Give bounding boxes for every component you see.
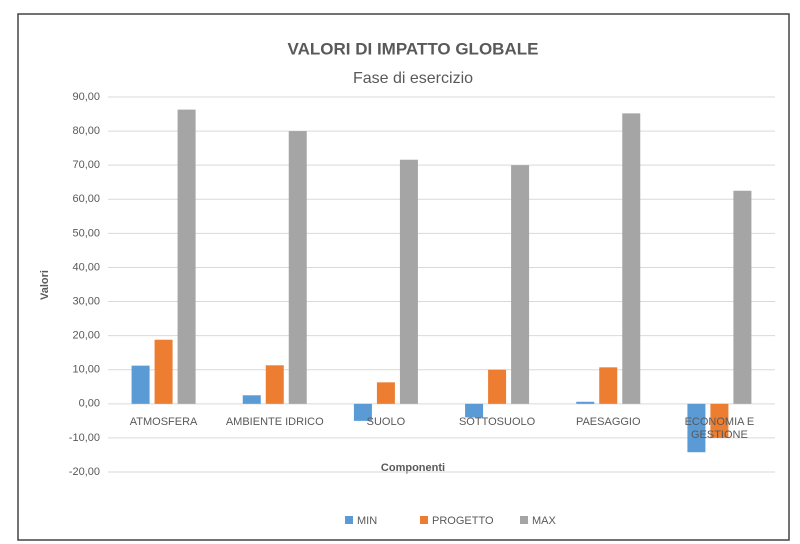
bar <box>288 131 307 404</box>
x-tick-label: SOTTOSUOLO <box>458 415 536 428</box>
bar <box>131 365 150 404</box>
legend-label: MAX <box>532 515 557 527</box>
y-tick-label: 20,00 <box>72 330 100 342</box>
bar <box>465 403 484 418</box>
y-tick-label: 0,00 <box>79 398 100 410</box>
bar <box>353 403 372 421</box>
y-tick-label: 70,00 <box>72 159 100 171</box>
bar <box>177 109 196 404</box>
x-tick-label: PAESAGGIO <box>575 415 641 428</box>
bar <box>733 190 752 404</box>
bar <box>687 403 706 453</box>
legend-label: PROGETTO <box>432 515 494 527</box>
x-tick-label: ATMOSFERA <box>129 415 198 428</box>
bar <box>710 403 729 438</box>
y-tick-label: 30,00 <box>72 295 100 307</box>
bar <box>488 369 507 404</box>
bar <box>622 113 641 404</box>
y-tick-label: 80,00 <box>72 125 100 137</box>
bar <box>242 395 261 404</box>
legend-swatch <box>520 516 528 524</box>
x-tick-label: ECONOMIA E GESTIONE <box>684 415 755 441</box>
y-tick-label: -20,00 <box>69 466 100 478</box>
bar <box>576 401 595 404</box>
y-tick-label: 50,00 <box>72 227 100 239</box>
chart-subtitle: Fase di esercizio <box>353 70 473 87</box>
y-tick-label: 10,00 <box>72 364 100 376</box>
y-axis-label: Valori <box>39 270 51 300</box>
bar <box>599 367 618 404</box>
legend-swatch <box>345 516 353 524</box>
bar <box>154 339 173 404</box>
y-tick-label: 60,00 <box>72 193 100 205</box>
bar <box>265 365 284 404</box>
bar <box>511 165 530 404</box>
x-tick-label: AMBIENTE IDRICO <box>225 415 324 428</box>
legend-swatch <box>420 516 428 524</box>
x-axis-label: Componenti <box>381 462 445 474</box>
x-tick-label: SUOLO <box>366 415 406 428</box>
y-tick-label: 90,00 <box>72 91 100 103</box>
bar <box>376 382 395 404</box>
legend-label: MIN <box>357 515 377 527</box>
y-tick-label: -10,00 <box>69 432 100 444</box>
chart-title: VALORI DI IMPATTO GLOBALE <box>288 39 539 58</box>
y-tick-label: 40,00 <box>72 261 100 273</box>
bar <box>399 159 418 404</box>
